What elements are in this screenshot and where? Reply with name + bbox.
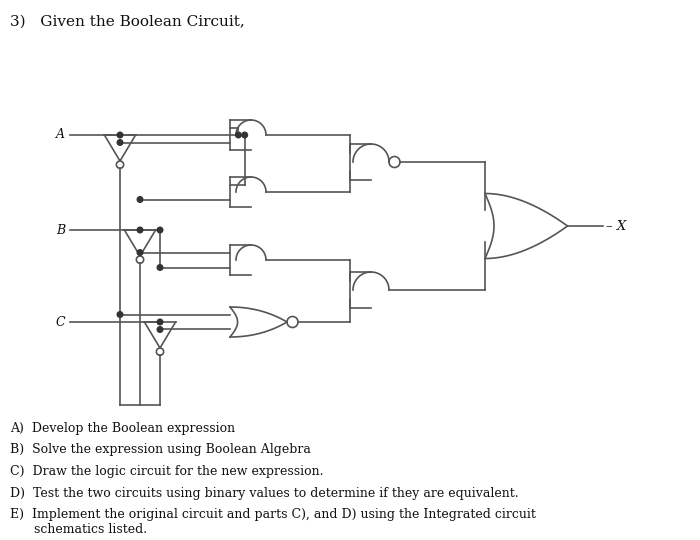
- Circle shape: [158, 327, 163, 332]
- Circle shape: [236, 132, 241, 138]
- Text: B: B: [56, 224, 65, 237]
- Circle shape: [158, 319, 163, 325]
- Text: C: C: [55, 315, 65, 328]
- Circle shape: [117, 140, 122, 145]
- Text: 3)   Given the Boolean Circuit,: 3) Given the Boolean Circuit,: [10, 15, 245, 29]
- Text: – X: – X: [606, 219, 626, 233]
- Circle shape: [158, 265, 163, 271]
- Circle shape: [137, 249, 143, 255]
- Text: D)  Test the two circuits using binary values to determine if they are equivalen: D) Test the two circuits using binary va…: [10, 487, 519, 500]
- Text: B)  Solve the expression using Boolean Algebra: B) Solve the expression using Boolean Al…: [10, 443, 311, 456]
- Circle shape: [117, 132, 122, 138]
- Text: C)  Draw the logic circuit for the new expression.: C) Draw the logic circuit for the new ex…: [10, 465, 323, 478]
- Circle shape: [137, 197, 143, 202]
- Circle shape: [242, 132, 248, 138]
- Circle shape: [117, 312, 122, 318]
- Circle shape: [137, 227, 143, 233]
- Text: A)  Develop the Boolean expression: A) Develop the Boolean expression: [10, 422, 235, 435]
- Circle shape: [158, 227, 163, 233]
- Text: A: A: [56, 129, 65, 141]
- Text: E)  Implement the original circuit and parts C), and D) using the Integrated cir: E) Implement the original circuit and pa…: [10, 508, 536, 536]
